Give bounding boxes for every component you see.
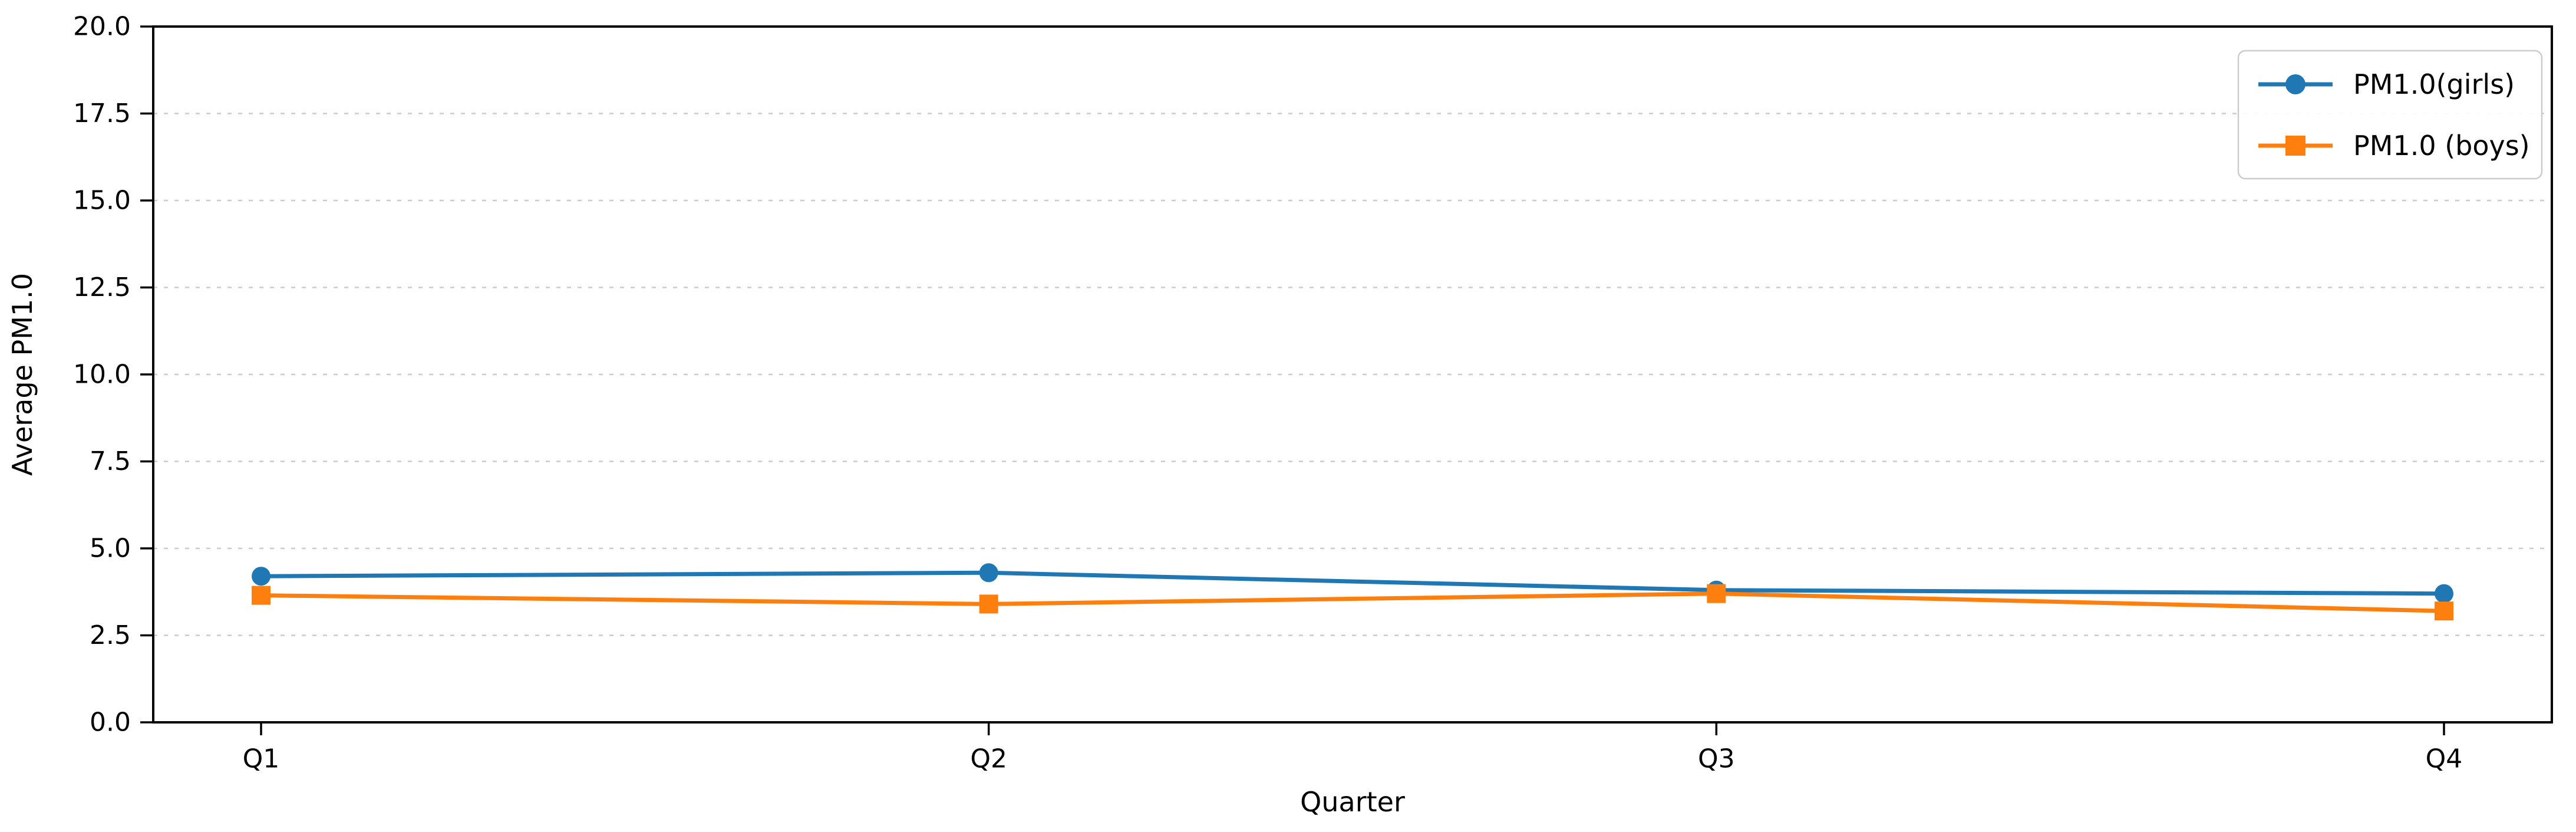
y-tick-label: 2.5	[90, 620, 131, 650]
legend-label: PM1.0 (boys)	[2353, 130, 2530, 162]
gridlines	[153, 113, 2552, 636]
series-line	[260, 591, 2445, 613]
x-axis-title: Quarter	[1300, 786, 1405, 818]
y-tick-label: 15.0	[73, 186, 131, 216]
legend-marker-square	[2285, 136, 2305, 156]
y-tick-label: 20.0	[73, 12, 131, 42]
y-tick-label: 7.5	[90, 446, 131, 476]
y-tick-label: 5.0	[90, 534, 131, 564]
y-tick-label: 12.5	[73, 272, 131, 302]
data-point-circle	[252, 567, 271, 586]
series-line	[260, 570, 2445, 596]
data-series	[252, 563, 2453, 621]
y-axis-ticks: 0.0 2.5 5.0 7.5 10.0 12.5 15.0 17.5 20.0	[73, 12, 153, 738]
x-tick-label: Q4	[2426, 744, 2463, 774]
data-point-circle	[979, 563, 998, 583]
y-tick-label: 17.5	[73, 98, 131, 129]
y-tick-label: 10.0	[73, 360, 131, 390]
data-point-square	[252, 586, 271, 605]
data-point-square	[2435, 601, 2453, 621]
legend: PM1.0(girls) PM1.0 (boys)	[2237, 50, 2543, 180]
y-tick-label: 0.0	[90, 708, 131, 738]
data-point-circle	[2435, 584, 2453, 603]
legend-label: PM1.0(girls)	[2353, 68, 2515, 100]
legend-marker-circle	[2285, 74, 2305, 94]
x-axis-ticks: Q1 Q2 Q3 Q4	[243, 722, 2463, 774]
y-axis-title: Average PM1.0	[6, 273, 38, 476]
data-point-square	[979, 594, 998, 614]
data-point-square	[1707, 584, 1726, 603]
x-tick-label: Q1	[243, 744, 280, 774]
x-tick-label: Q2	[970, 744, 1007, 774]
x-tick-label: Q3	[1698, 744, 1735, 774]
